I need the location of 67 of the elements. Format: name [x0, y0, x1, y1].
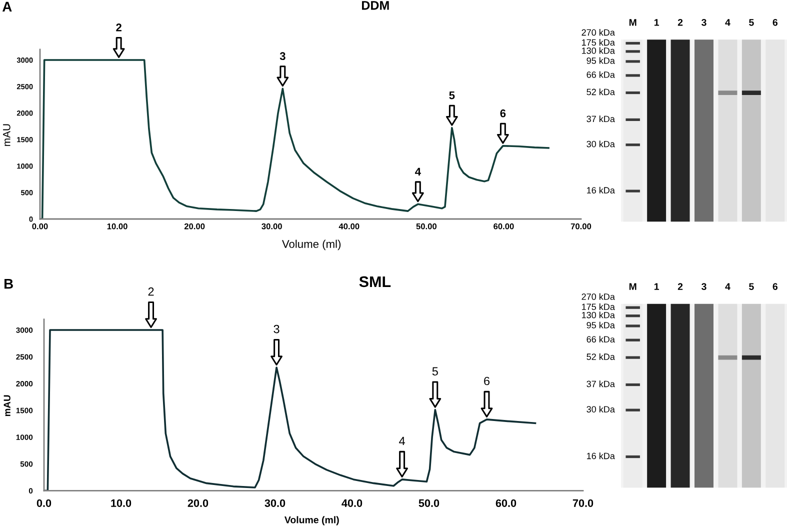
x-tick-label: 40.0: [342, 499, 362, 507]
annotation: 2: [148, 287, 154, 296]
text: 3: [702, 18, 706, 26]
text: 270 kDa: [582, 29, 615, 36]
x-axis-title: Volume (ml): [282, 240, 341, 250]
text: 16 kDa: [587, 452, 615, 460]
text: 37 kDa: [586, 115, 615, 122]
x-tick-label: 10.00: [107, 223, 128, 230]
x-tick-label: 0.00: [32, 223, 48, 230]
x-tick-label: 0.0: [36, 499, 52, 507]
text: 130 kDa: [582, 312, 615, 318]
x-tick-label: 20.00: [184, 223, 205, 230]
x-tick-label: 40.00: [338, 223, 360, 230]
text: 130 kDa: [582, 47, 615, 54]
x-tick-label: 30.0: [264, 499, 286, 508]
text: 2: [678, 18, 683, 26]
text: 175 kDa: [582, 39, 615, 46]
x-tick-label: 70.00: [570, 223, 592, 230]
line-series: [40, 59, 550, 219]
chart-title: DDM: [362, 1, 389, 10]
text: 66 kDa: [586, 336, 615, 343]
text: 6: [772, 18, 778, 26]
text: 95 kDa: [586, 322, 615, 328]
chart-title: SML: [359, 276, 391, 288]
text: 5: [749, 283, 754, 290]
annotation: 6: [484, 376, 490, 386]
text: 4: [725, 283, 730, 290]
annotation: 4: [415, 168, 421, 176]
x-tick-label: 20.0: [188, 499, 208, 507]
text: 52 kDa: [586, 353, 615, 360]
text: 1: [654, 283, 659, 290]
annotation: 5: [449, 92, 455, 100]
text: M: [629, 283, 636, 290]
text: 175 kDa: [582, 303, 615, 310]
annotation: 5: [432, 367, 438, 376]
annotation: 3: [274, 324, 280, 334]
text: 6: [772, 283, 778, 290]
y-axis-title: mAU: [4, 395, 10, 416]
x-tick-label: 50.0: [418, 499, 440, 507]
x-tick-label: 60.00: [494, 223, 514, 230]
x-tick-label: 70.0: [572, 499, 594, 507]
x-tick-label: 60.0: [496, 499, 516, 507]
text: B: [4, 279, 13, 289]
text: 1: [654, 19, 659, 26]
text: 95 kDa: [586, 57, 615, 64]
text: 30 kDa: [586, 140, 615, 148]
text: 52 kDa: [586, 88, 615, 96]
y-axis-title: mAU: [3, 124, 10, 146]
annotation: 4: [399, 436, 405, 446]
text: 270 kDa: [582, 293, 615, 300]
annotation: 6: [500, 109, 506, 118]
x-tick-label: 50.00: [416, 223, 437, 230]
text: 66 kDa: [586, 71, 615, 78]
text: 30 kDa: [586, 406, 615, 412]
text: 2: [678, 283, 683, 290]
text: 16 kDa: [587, 186, 615, 194]
annotation: 3: [280, 52, 286, 60]
text: 5: [749, 19, 754, 26]
x-axis-title: Volume (ml): [284, 516, 339, 526]
text: A: [2, 2, 12, 12]
text: 3: [702, 283, 706, 290]
x-tick-label: 10.0: [111, 499, 132, 507]
text: 37 kDa: [586, 380, 615, 388]
annotation: 2: [116, 24, 122, 32]
text: 4: [725, 19, 730, 26]
x-tick-label: 30.00: [262, 223, 282, 230]
text: M: [629, 19, 636, 26]
